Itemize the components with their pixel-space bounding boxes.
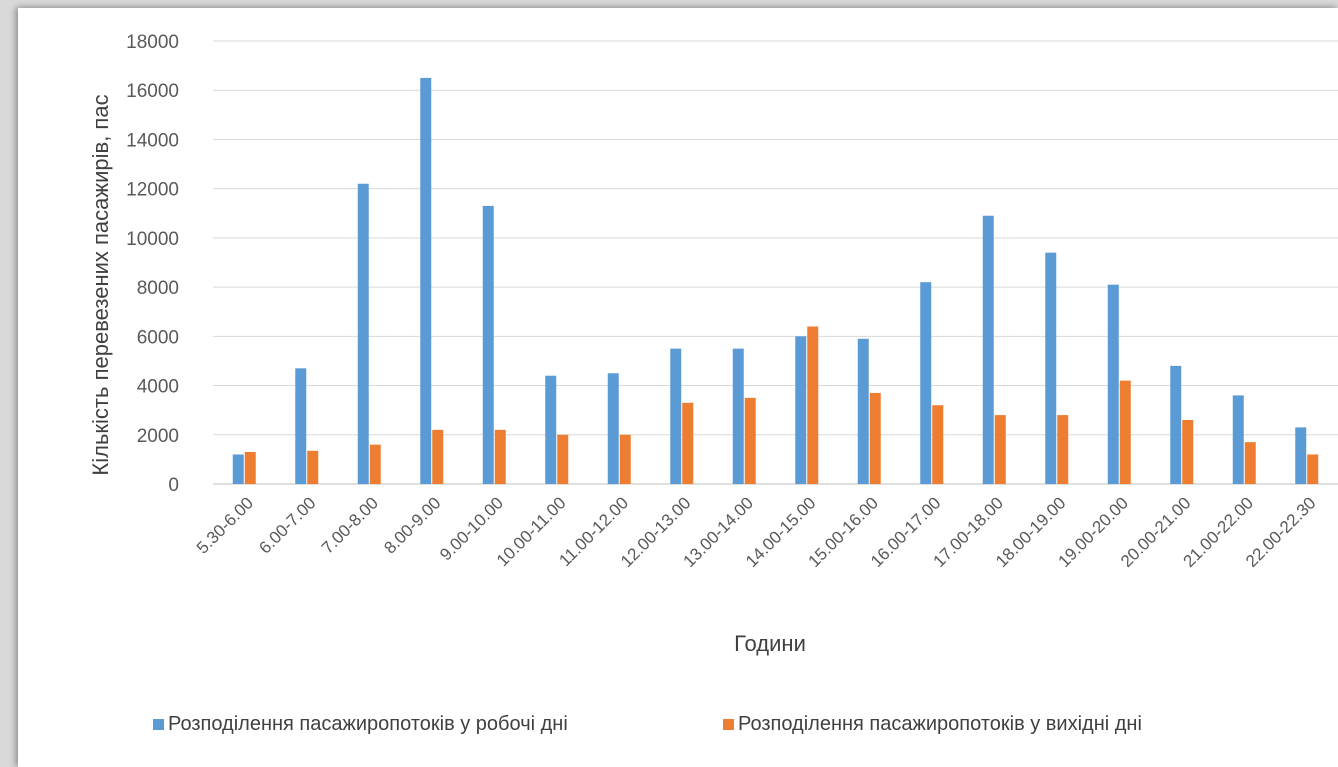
y-tick-label: 2000 [137,426,179,447]
x-axis-title: Години [734,631,806,656]
bar-weekends [1307,454,1319,484]
y-tick-label: 14000 [126,130,179,151]
bar-weekends [994,415,1006,484]
chart-frame: 0 2000 4000 6000 8000 10000 12000 14000 16000 180… [18,8,1338,767]
bar-weekends [619,434,631,484]
bar-weekdays [1232,395,1244,484]
bar-weekends [494,429,506,484]
bar-weekends [682,402,694,484]
bar-weekends [369,444,381,484]
bar-weekdays [1295,427,1307,484]
x-tick-label: 7.00-8.00 [318,493,382,557]
bar-weekdays [420,77,432,485]
legend-label-weekends: Розподілення пасажиропотоків у вихідні д… [738,713,1142,735]
bar-weekends [932,405,944,484]
bar-weekdays [1045,252,1057,484]
bar-weekdays [795,336,807,484]
bar-weekends [1244,442,1256,484]
y-tick-label: 10000 [126,229,179,250]
bar-weekdays [295,368,307,484]
bar-weekdays [1170,365,1182,484]
bar-weekdays [357,183,369,484]
bar-weekdays [857,338,869,484]
gridlines [213,40,1338,485]
bar-weekends [807,326,819,484]
y-axis-title: Кількість перевезених пасажирів, пас [88,94,113,475]
bar-weekdays [232,454,244,484]
bar-weekends [744,397,756,484]
y-tick-label: 4000 [137,377,179,398]
bar-weekdays [1107,284,1119,484]
y-tick-label: 18000 [126,32,179,53]
legend: Розподілення пасажиропотоків у робочі дн… [153,713,1142,735]
y-tick-label: 8000 [137,278,179,299]
bar-weekends [432,429,444,484]
bar-weekends [869,392,881,484]
bar-chart: 0 2000 4000 6000 8000 10000 12000 14000 16000 180… [88,32,1338,735]
bar-weekdays [482,205,494,484]
bar-weekdays [670,348,682,484]
bar-weekends [307,450,319,484]
y-tick-label: 16000 [126,81,179,102]
bar-weekends [1119,380,1131,484]
bar-weekdays [732,348,744,484]
bar-weekdays [607,373,619,484]
bars [232,77,1319,485]
y-tick-labels: 0 2000 4000 6000 8000 10000 12000 14000 16000 180… [126,32,179,496]
x-tick-label: 8.00-9.00 [380,493,444,557]
x-tick-label: 6.00-7.00 [255,493,319,557]
bar-weekends [1057,415,1069,484]
legend-swatch-weekends [723,719,734,730]
x-tick-label: 5.30-6.00 [193,493,257,557]
legend-label-weekdays: Розподілення пасажиропотоків у робочі дн… [168,713,568,735]
bar-weekdays [545,375,557,484]
bar-weekdays [982,215,994,484]
bar-weekdays [920,282,932,484]
y-tick-label: 0 [168,475,179,496]
y-tick-label: 12000 [126,180,179,201]
legend-swatch-weekdays [153,719,164,730]
bar-weekends [244,452,256,484]
x-tick-labels: 5.30-6.006.00-7.007.00-8.008.00-9.009.00… [193,493,1320,571]
bar-weekends [557,434,569,484]
y-tick-label: 6000 [137,327,179,348]
bar-weekends [1182,420,1194,484]
